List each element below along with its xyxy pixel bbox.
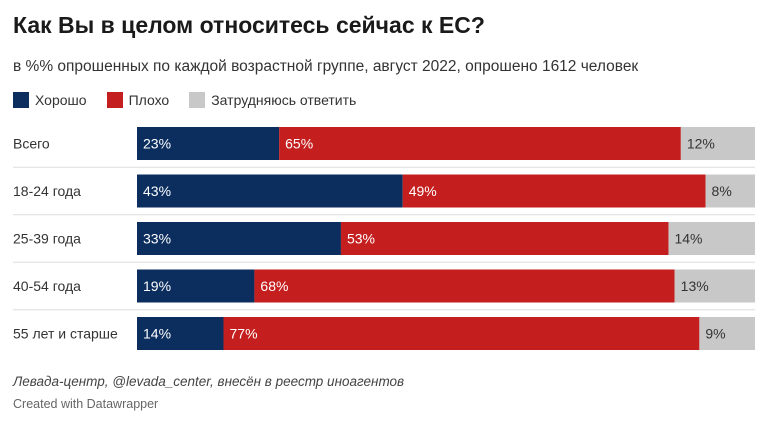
data-label: 12% xyxy=(687,136,715,152)
data-label: 23% xyxy=(143,136,171,152)
bar-segment-undecided xyxy=(674,269,755,303)
bar-segment-bad xyxy=(402,174,706,208)
data-label: 68% xyxy=(260,278,288,294)
bar-segment-good xyxy=(137,174,403,208)
bar-segment-undecided xyxy=(699,317,755,350)
bar-segment-bad xyxy=(279,127,681,160)
data-label: 33% xyxy=(143,231,171,247)
legend-label-undecided: Затрудняюсь ответить xyxy=(211,92,357,108)
bar-segment-undecided xyxy=(668,222,755,255)
bar-segment-good xyxy=(137,317,224,350)
legend-item-good: Хорошо xyxy=(13,92,87,108)
source-note: Левада-центр, @levada_center, внесён в р… xyxy=(13,374,405,389)
legend: Хорошо Плохо Затрудняюсь ответить xyxy=(13,92,376,108)
data-label: 14% xyxy=(143,326,171,342)
bar-segment-bad xyxy=(223,317,700,350)
legend-swatch-bad xyxy=(106,92,123,108)
bar-segment-good xyxy=(137,127,280,160)
bar-segment-undecided xyxy=(680,127,755,160)
stacked-bar-chart: Всего 23% 65% 12% 18-24 года 43% 49% 8% 25-39 го… xyxy=(13,127,755,350)
legend-swatch-good xyxy=(13,92,29,108)
legend-label-good: Хорошо xyxy=(35,92,87,108)
bar-segment-bad xyxy=(340,222,669,255)
row-label: 18-24 года xyxy=(13,183,81,199)
data-label: 9% xyxy=(705,326,725,342)
row-label: 25-39 года xyxy=(13,231,81,247)
bar-segment-good xyxy=(137,269,255,303)
data-label: 53% xyxy=(347,231,375,247)
legend-label-bad: Плохо xyxy=(128,92,170,108)
row-label: 55 лет и старше xyxy=(13,326,118,342)
bar-segment-good xyxy=(137,222,341,255)
chart-subtitle: в %% опрошенных по каждой возрастной гру… xyxy=(13,58,639,75)
legend-swatch-undecided xyxy=(189,92,206,108)
data-label: 65% xyxy=(285,136,313,152)
bar-segment-bad xyxy=(254,269,675,303)
data-label: 43% xyxy=(143,183,171,199)
data-label: 49% xyxy=(409,183,437,199)
data-label: 19% xyxy=(143,278,171,294)
data-label: 14% xyxy=(674,231,702,247)
data-label: 8% xyxy=(712,183,732,199)
data-label: 13% xyxy=(681,278,709,294)
row-label: 40-54 года xyxy=(13,278,81,294)
bar-segment-undecided xyxy=(705,174,755,208)
credit-line: Created with Datawrapper xyxy=(13,397,159,411)
legend-item-undecided: Затрудняюсь ответить xyxy=(189,92,356,108)
data-label: 77% xyxy=(230,326,258,342)
legend-item-bad: Плохо xyxy=(106,92,170,108)
chart-title: Как Вы в целом относитесь сейчас к ЕС? xyxy=(13,12,485,38)
row-label: Всего xyxy=(13,136,50,152)
